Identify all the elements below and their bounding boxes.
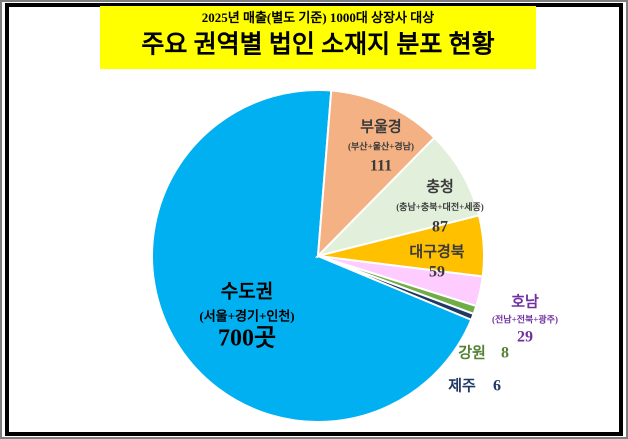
value-label: 29 <box>517 329 533 346</box>
chart-subtitle: 2025년 매출(별도 기준) 1000대 상장사 대상 <box>202 10 434 25</box>
chart-title: 주요 권역별 법인 소재지 분포 현황 <box>141 31 494 59</box>
pie-slice <box>151 89 473 423</box>
slice-label: 부울경 <box>360 117 401 135</box>
inner-frame <box>5 3 623 436</box>
slice-label: 대구경북 <box>409 242 464 260</box>
slice-label: 강원 <box>458 343 486 361</box>
value-label: 6 <box>493 378 501 395</box>
title-band <box>100 6 536 69</box>
slice-label: 호남 <box>511 293 539 310</box>
pie-slice <box>316 89 436 259</box>
slice-label: 충청 <box>426 178 454 195</box>
value-label: 59 <box>429 264 445 281</box>
slice-note: (서울+경기+인천) <box>199 308 294 323</box>
slice-label: 수도권 <box>221 280 273 302</box>
slice-note: (전남+전북+광주) <box>492 314 558 325</box>
value-label: 111 <box>370 158 392 175</box>
pie-slice <box>317 255 475 322</box>
value-label: 87 <box>432 219 448 236</box>
slice-note: (부산+울산+경남) <box>348 141 414 152</box>
value-label: 8 <box>501 345 509 362</box>
value-label: 700곳 <box>218 326 276 352</box>
slice-note: (충남+충북+대전+세종) <box>396 201 484 212</box>
pie-slice <box>314 136 481 258</box>
slice-label: 제주 <box>448 377 476 394</box>
